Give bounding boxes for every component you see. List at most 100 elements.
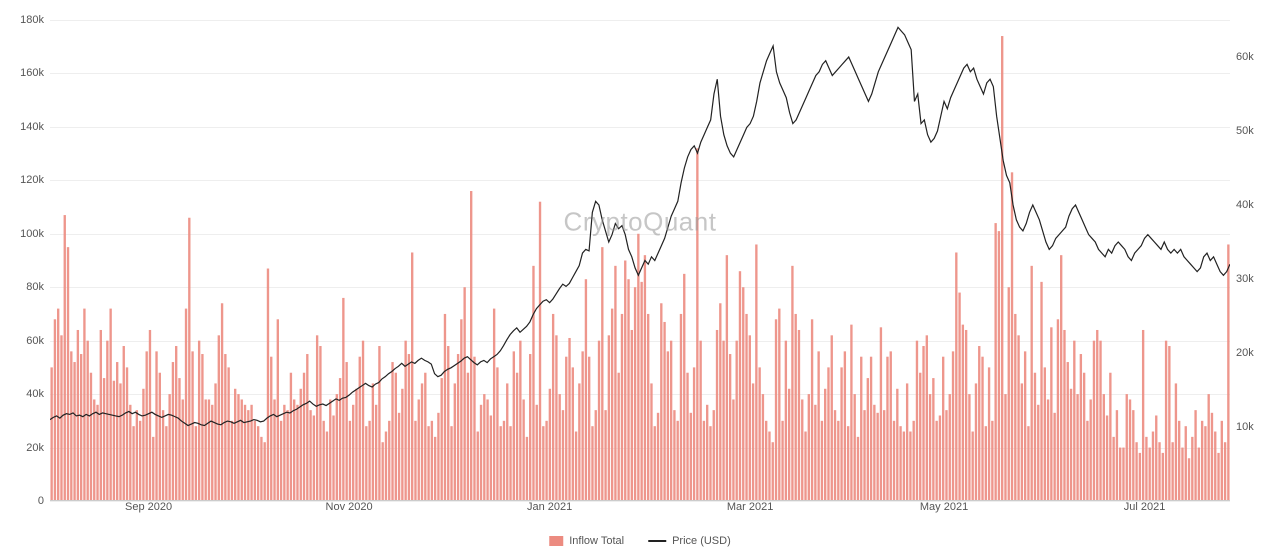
bar xyxy=(277,319,279,501)
bar xyxy=(1076,394,1078,501)
bar xyxy=(352,405,354,501)
bar xyxy=(608,335,610,501)
bar xyxy=(578,383,580,501)
bar xyxy=(801,399,803,501)
bar xyxy=(657,413,659,501)
bar xyxy=(611,309,613,501)
bar xyxy=(421,383,423,501)
bar xyxy=(913,421,915,501)
y-left-tick-label: 160k xyxy=(20,67,44,79)
bar xyxy=(821,421,823,501)
bar xyxy=(670,341,672,501)
bar xyxy=(706,405,708,501)
bar xyxy=(1208,394,1210,501)
bar xyxy=(1201,421,1203,501)
bar xyxy=(526,437,528,501)
bar xyxy=(640,282,642,501)
bar xyxy=(119,383,121,501)
bar xyxy=(1155,415,1157,501)
y-right-tick-label: 40k xyxy=(1236,199,1254,211)
bar xyxy=(378,346,380,501)
bar xyxy=(804,432,806,501)
bar xyxy=(1014,314,1016,501)
bar xyxy=(362,341,364,501)
bar xyxy=(903,432,905,501)
bar xyxy=(470,191,472,501)
bar xyxy=(618,373,620,501)
bar xyxy=(585,279,587,501)
bar xyxy=(201,354,203,501)
bar xyxy=(772,442,774,501)
x-tick-label: May 2021 xyxy=(920,501,968,513)
y-right-tick-label: 50k xyxy=(1236,125,1254,137)
bar xyxy=(1053,413,1055,501)
bar xyxy=(536,405,538,501)
bar xyxy=(90,373,92,501)
bar xyxy=(919,373,921,501)
bar xyxy=(703,421,705,501)
bar xyxy=(981,357,983,501)
bar xyxy=(840,367,842,501)
bar xyxy=(1070,389,1072,501)
bar xyxy=(1112,437,1114,501)
y-right-tick-label: 10k xyxy=(1236,421,1254,433)
bar xyxy=(831,335,833,501)
bar xyxy=(293,399,295,501)
bar xyxy=(96,405,98,501)
bar xyxy=(942,357,944,501)
bar xyxy=(965,330,967,501)
y-axis-right: 10k20k30k40k50k60k xyxy=(1230,20,1280,501)
bar xyxy=(667,351,669,501)
bar xyxy=(637,234,639,501)
bar xyxy=(1031,266,1033,501)
bar xyxy=(339,378,341,501)
bar xyxy=(880,327,882,501)
bar xyxy=(808,394,810,501)
bar xyxy=(172,362,174,501)
bar xyxy=(811,319,813,501)
bar xyxy=(1191,437,1193,501)
bar xyxy=(372,383,374,501)
bar xyxy=(1171,442,1173,501)
bar xyxy=(899,426,901,501)
legend-item-bar: Inflow Total xyxy=(549,535,624,547)
bar xyxy=(693,367,695,501)
bar xyxy=(939,415,941,501)
legend-label: Inflow Total xyxy=(569,535,624,547)
bar xyxy=(1106,415,1108,501)
bar xyxy=(568,338,570,501)
bar xyxy=(490,415,492,501)
bar xyxy=(64,215,66,501)
bar xyxy=(136,410,138,501)
bar xyxy=(509,426,511,501)
bar xyxy=(988,367,990,501)
bar xyxy=(444,314,446,501)
bar xyxy=(1139,453,1141,501)
bar xyxy=(994,223,996,501)
bar xyxy=(359,357,361,501)
bar xyxy=(336,394,338,501)
bar xyxy=(972,432,974,501)
y-left-tick-label: 180k xyxy=(20,14,44,26)
bar xyxy=(870,357,872,501)
bar xyxy=(621,314,623,501)
bar xyxy=(1067,362,1069,501)
bar xyxy=(519,341,521,501)
bar xyxy=(493,309,495,501)
bar xyxy=(454,383,456,501)
bar xyxy=(1099,341,1101,501)
bar xyxy=(349,421,351,501)
bar xyxy=(1214,432,1216,501)
bar xyxy=(395,373,397,501)
bar xyxy=(532,266,534,501)
bar xyxy=(188,218,190,501)
bar xyxy=(627,279,629,501)
bar xyxy=(647,314,649,501)
bar xyxy=(709,426,711,501)
bar xyxy=(332,415,334,501)
bar xyxy=(313,415,315,501)
bar xyxy=(876,413,878,501)
bar xyxy=(893,421,895,501)
bar xyxy=(100,330,102,501)
bar xyxy=(732,399,734,501)
